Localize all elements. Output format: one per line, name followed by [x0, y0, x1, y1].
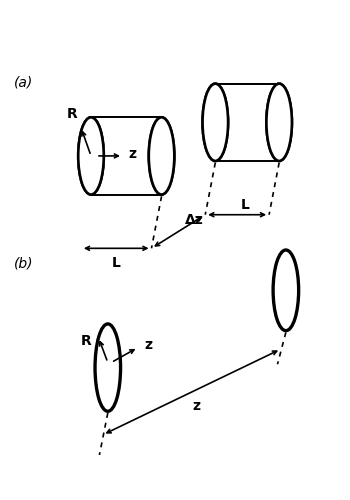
Ellipse shape — [95, 324, 120, 412]
Text: L: L — [112, 256, 121, 270]
Ellipse shape — [273, 250, 299, 330]
Ellipse shape — [78, 118, 104, 194]
Text: L: L — [240, 198, 250, 212]
Ellipse shape — [78, 118, 104, 194]
Ellipse shape — [149, 118, 174, 194]
Polygon shape — [91, 118, 162, 194]
Ellipse shape — [203, 84, 228, 161]
Text: z: z — [145, 338, 153, 352]
Text: z: z — [129, 147, 137, 161]
Text: Δz: Δz — [185, 214, 204, 228]
Text: z: z — [193, 400, 201, 413]
Polygon shape — [215, 84, 279, 161]
Text: (a): (a) — [14, 75, 33, 89]
Ellipse shape — [149, 118, 174, 194]
Text: (b): (b) — [14, 256, 33, 270]
Ellipse shape — [266, 84, 292, 161]
Text: R: R — [67, 106, 78, 120]
Ellipse shape — [203, 84, 228, 161]
Text: R: R — [80, 334, 91, 347]
Ellipse shape — [266, 84, 292, 161]
